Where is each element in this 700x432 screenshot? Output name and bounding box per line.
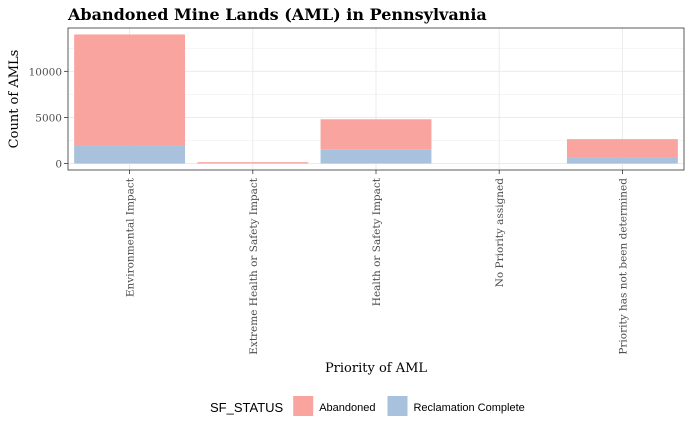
bar-segment (197, 162, 309, 163)
x-tick-label: No Priority assigned (494, 178, 506, 288)
y-axis-title: Count of AMLs (7, 50, 22, 149)
legend: SF_STATUS Abandoned Reclamation Complete (210, 396, 525, 416)
bar-segment (566, 157, 678, 164)
bar-segment (566, 139, 678, 158)
legend-label: Reclamation Complete (413, 402, 524, 414)
chart-title: Abandoned Mine Lands (AML) in Pennsylvan… (67, 5, 487, 24)
y-tick-label: 10000 (29, 66, 62, 78)
bar-segment (74, 34, 186, 146)
legend-title: SF_STATUS (210, 400, 284, 415)
axes: 0 5000 10000 Environmental Impact Extreme He… (29, 66, 630, 354)
y-tick-label: 5000 (35, 112, 62, 124)
x-tick-label: Priority has not been determined (617, 178, 629, 355)
x-tick-label: Health or Safety Impact (371, 177, 383, 306)
legend-swatch (293, 396, 314, 416)
bar-segment (74, 145, 186, 164)
bar-segment (320, 149, 432, 164)
legend-label: Abandoned (319, 402, 375, 414)
x-axis-title: Priority of AML (325, 361, 427, 376)
bars (74, 34, 678, 164)
x-tick-label: Environmental Impact (125, 177, 137, 297)
x-tick-label: Extreme Health or Safety Impact (248, 177, 260, 355)
legend-swatch (387, 396, 408, 416)
bar-segment (320, 119, 432, 150)
y-tick-label: 0 (55, 159, 62, 171)
bar-segment (197, 162, 309, 164)
